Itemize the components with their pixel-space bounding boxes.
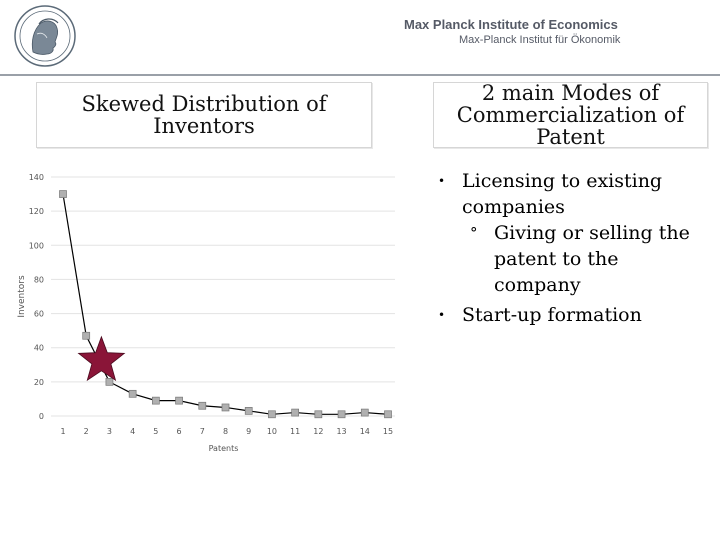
- y-tick-label: 80: [34, 275, 44, 284]
- data-point: [175, 396, 183, 405]
- data-point: [221, 403, 230, 412]
- x-tick-label: 5: [153, 427, 158, 436]
- x-tick-label: 15: [383, 427, 393, 436]
- x-tick-label: 14: [360, 427, 370, 436]
- data-point: [244, 407, 253, 415]
- x-tick-label: 1: [60, 427, 65, 436]
- data-point: [198, 401, 207, 410]
- x-tick-label: 2: [84, 427, 89, 436]
- bullet-dot-icon: •: [438, 174, 446, 188]
- left-title-box: Skewed Distribution of Inventors: [36, 82, 372, 148]
- data-point: [105, 378, 114, 386]
- bullet-text: patent to the: [494, 248, 619, 270]
- bullet-list: • Licensing to existing companies ° Givi…: [430, 168, 710, 328]
- y-tick-label: 0: [39, 412, 44, 421]
- right-title-line: 2 main Modes of: [481, 81, 660, 105]
- bullet-item: • Licensing to existing companies: [430, 168, 710, 220]
- data-point: [291, 408, 299, 417]
- bullet-text: Start-up formation: [462, 304, 642, 326]
- x-tick-label: 9: [246, 427, 251, 436]
- x-tick-label: 4: [130, 427, 135, 436]
- bullet-dot-icon: •: [438, 308, 446, 322]
- right-title-line: Patent: [536, 125, 605, 149]
- x-tick-label: 11: [290, 427, 300, 436]
- data-point: [314, 410, 323, 419]
- data-point: [268, 410, 276, 419]
- data-point: [59, 190, 67, 198]
- right-title-line: Commercialization of: [456, 103, 685, 127]
- data-point: [82, 331, 91, 340]
- y-tick-label: 140: [29, 173, 44, 182]
- sub-bullet-item: ° Giving or selling the patent to the co…: [430, 220, 710, 298]
- y-tick-label: 60: [34, 310, 44, 319]
- institute-subtitle: Max-Planck Institut für Ökonomik: [459, 34, 621, 46]
- x-tick-label: 6: [177, 427, 182, 436]
- bullet-text: company: [494, 274, 581, 296]
- y-tick-label: 120: [29, 207, 44, 216]
- data-point: [128, 389, 137, 398]
- x-tick-label: 3: [107, 427, 112, 436]
- x-tick-label: 12: [313, 427, 323, 436]
- x-tick-label: 13: [336, 427, 346, 436]
- data-point: [360, 408, 369, 417]
- y-axis-label: Inventors: [17, 275, 27, 318]
- x-tick-label: 8: [223, 427, 228, 436]
- x-tick-label: 7: [200, 427, 205, 436]
- bullet-text: companies: [462, 196, 565, 218]
- bullet-item: • Start-up formation: [430, 302, 710, 328]
- x-tick-label: 10: [267, 427, 277, 436]
- header-divider: [0, 74, 720, 76]
- left-title-line: Inventors: [153, 114, 255, 138]
- x-axis-label: Patents: [209, 444, 239, 453]
- data-point: [337, 410, 346, 419]
- institute-name: Max Planck Institute of Economics: [404, 17, 618, 32]
- data-point: [384, 410, 392, 419]
- y-tick-label: 100: [29, 241, 44, 250]
- y-tick-label: 20: [34, 378, 44, 387]
- left-title-line: Skewed Distribution of: [81, 92, 327, 116]
- y-tick-label: 40: [34, 344, 44, 353]
- right-title-box: 2 main Modes of Commercialization of Pat…: [433, 82, 708, 148]
- data-point: [152, 396, 160, 405]
- sub-bullet-icon: °: [470, 224, 478, 242]
- minerva-seal-icon: [14, 5, 76, 67]
- bullet-text: Giving or selling the: [494, 222, 690, 244]
- star-icon: [77, 335, 126, 382]
- bullet-text: Licensing to existing: [462, 170, 663, 192]
